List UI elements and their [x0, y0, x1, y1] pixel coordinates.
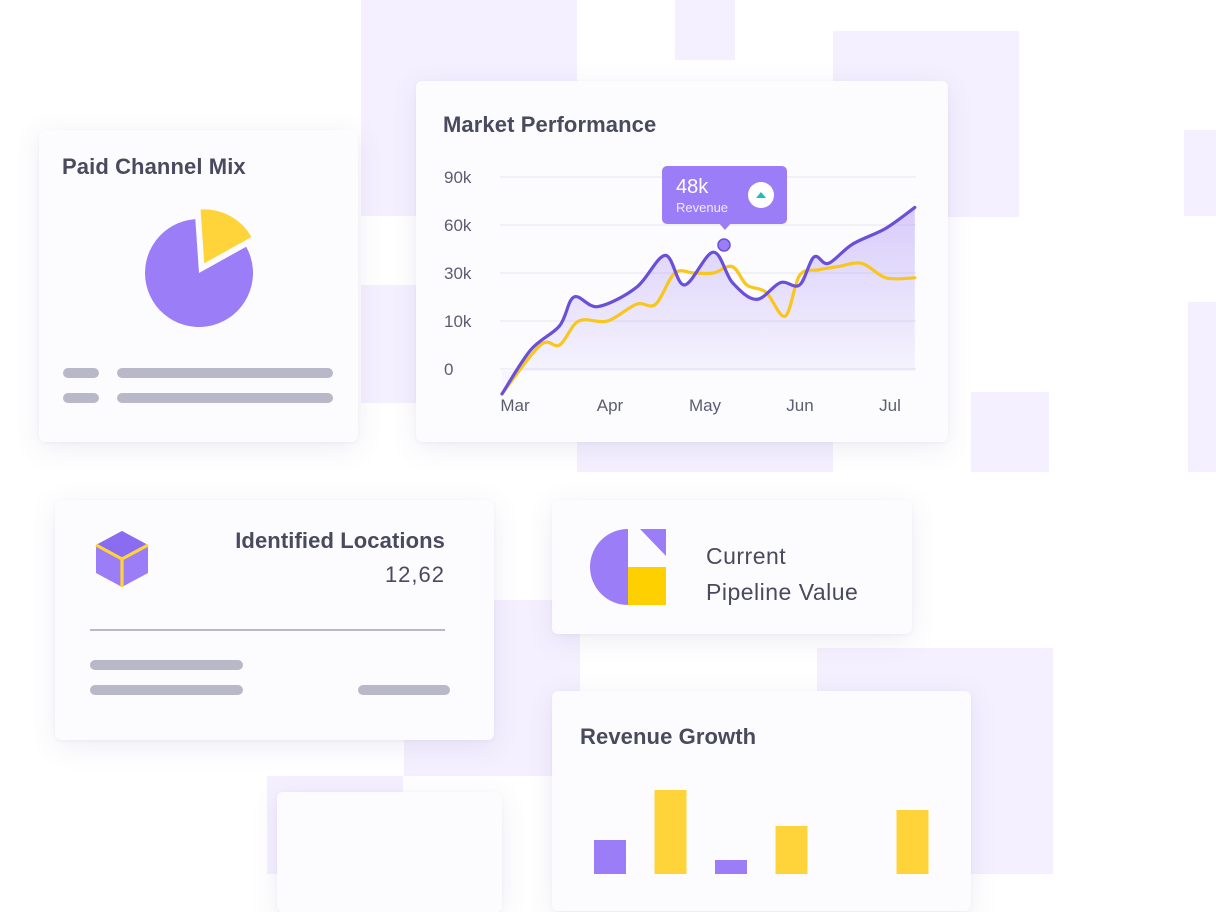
divider [90, 629, 445, 631]
y-tick-label: 10k [444, 312, 472, 331]
pipeline-title: Current Pipeline Value [706, 538, 858, 610]
legend-text-placeholder [117, 368, 333, 378]
series-line [500, 205, 917, 396]
highlight-point[interactable] [717, 238, 731, 252]
y-tick-label: 90k [444, 168, 472, 187]
market-performance-card: Market Performance 90k 60k 30k 10k 0 Mar Apr M… [416, 81, 948, 442]
card-title: Revenue Growth [580, 724, 757, 749]
text-placeholder [358, 685, 450, 695]
triangle-up-icon [748, 182, 774, 208]
x-tick-label: Jul [879, 396, 901, 415]
text-placeholder [90, 685, 243, 695]
bar-6[interactable] [896, 810, 929, 874]
card-title: Identified Locations [235, 528, 445, 553]
pie-slice-1[interactable] [145, 219, 253, 327]
tooltip-label: Revenue [676, 200, 729, 215]
background-square [675, 0, 735, 60]
tooltip-pointer [718, 222, 732, 230]
y-tick-label: 30k [444, 264, 472, 283]
bar-1[interactable] [594, 840, 626, 874]
revenue-tooltip: 48k Revenue [662, 166, 787, 230]
legend-swatch-placeholder [63, 393, 99, 403]
series-line [500, 261, 917, 396]
cube-icon [95, 531, 149, 587]
card-title: Market Performance [443, 112, 657, 137]
card-title: Paid Channel Mix [62, 154, 246, 179]
paid-channel-mix-card: Paid Channel Mix [39, 130, 358, 442]
tooltip-value: 48k [676, 176, 709, 198]
pipeline-chart-icon [590, 529, 666, 605]
text-placeholder [90, 660, 243, 670]
pipeline-title-line-2: Pipeline Value [706, 579, 859, 605]
bar-4[interactable] [775, 826, 808, 874]
pie-chart [145, 209, 253, 327]
background-square [1184, 130, 1216, 216]
background-square [971, 392, 1049, 472]
line-chart: 90k 60k 30k 10k 0 Mar Apr May Jun Jul [444, 168, 917, 415]
background-square [361, 285, 421, 403]
bar-2[interactable] [654, 790, 687, 874]
x-tick-label: Apr [597, 396, 624, 415]
empty-card [277, 792, 502, 912]
legend-swatch-placeholder [63, 368, 99, 378]
pie-slice-2[interactable] [200, 209, 252, 264]
y-tick-label: 60k [444, 216, 472, 235]
x-tick-label: Mar [500, 396, 530, 415]
locations-count: 12,62 [384, 562, 445, 587]
y-tick-label: 0 [444, 360, 453, 379]
background-square [1188, 302, 1216, 472]
pipeline-value-card: Current Pipeline Value [552, 500, 912, 634]
x-tick-label: May [689, 396, 722, 415]
legend-text-placeholder [117, 393, 333, 403]
bar-3[interactable] [715, 860, 747, 874]
pipeline-title-line-1: Current [706, 543, 787, 569]
revenue-area [502, 207, 915, 394]
x-tick-label: Jun [786, 396, 813, 415]
bar-chart [594, 790, 929, 874]
revenue-growth-card: Revenue Growth [552, 691, 971, 911]
identified-locations-card: Identified Locations 12,62 [55, 500, 494, 740]
